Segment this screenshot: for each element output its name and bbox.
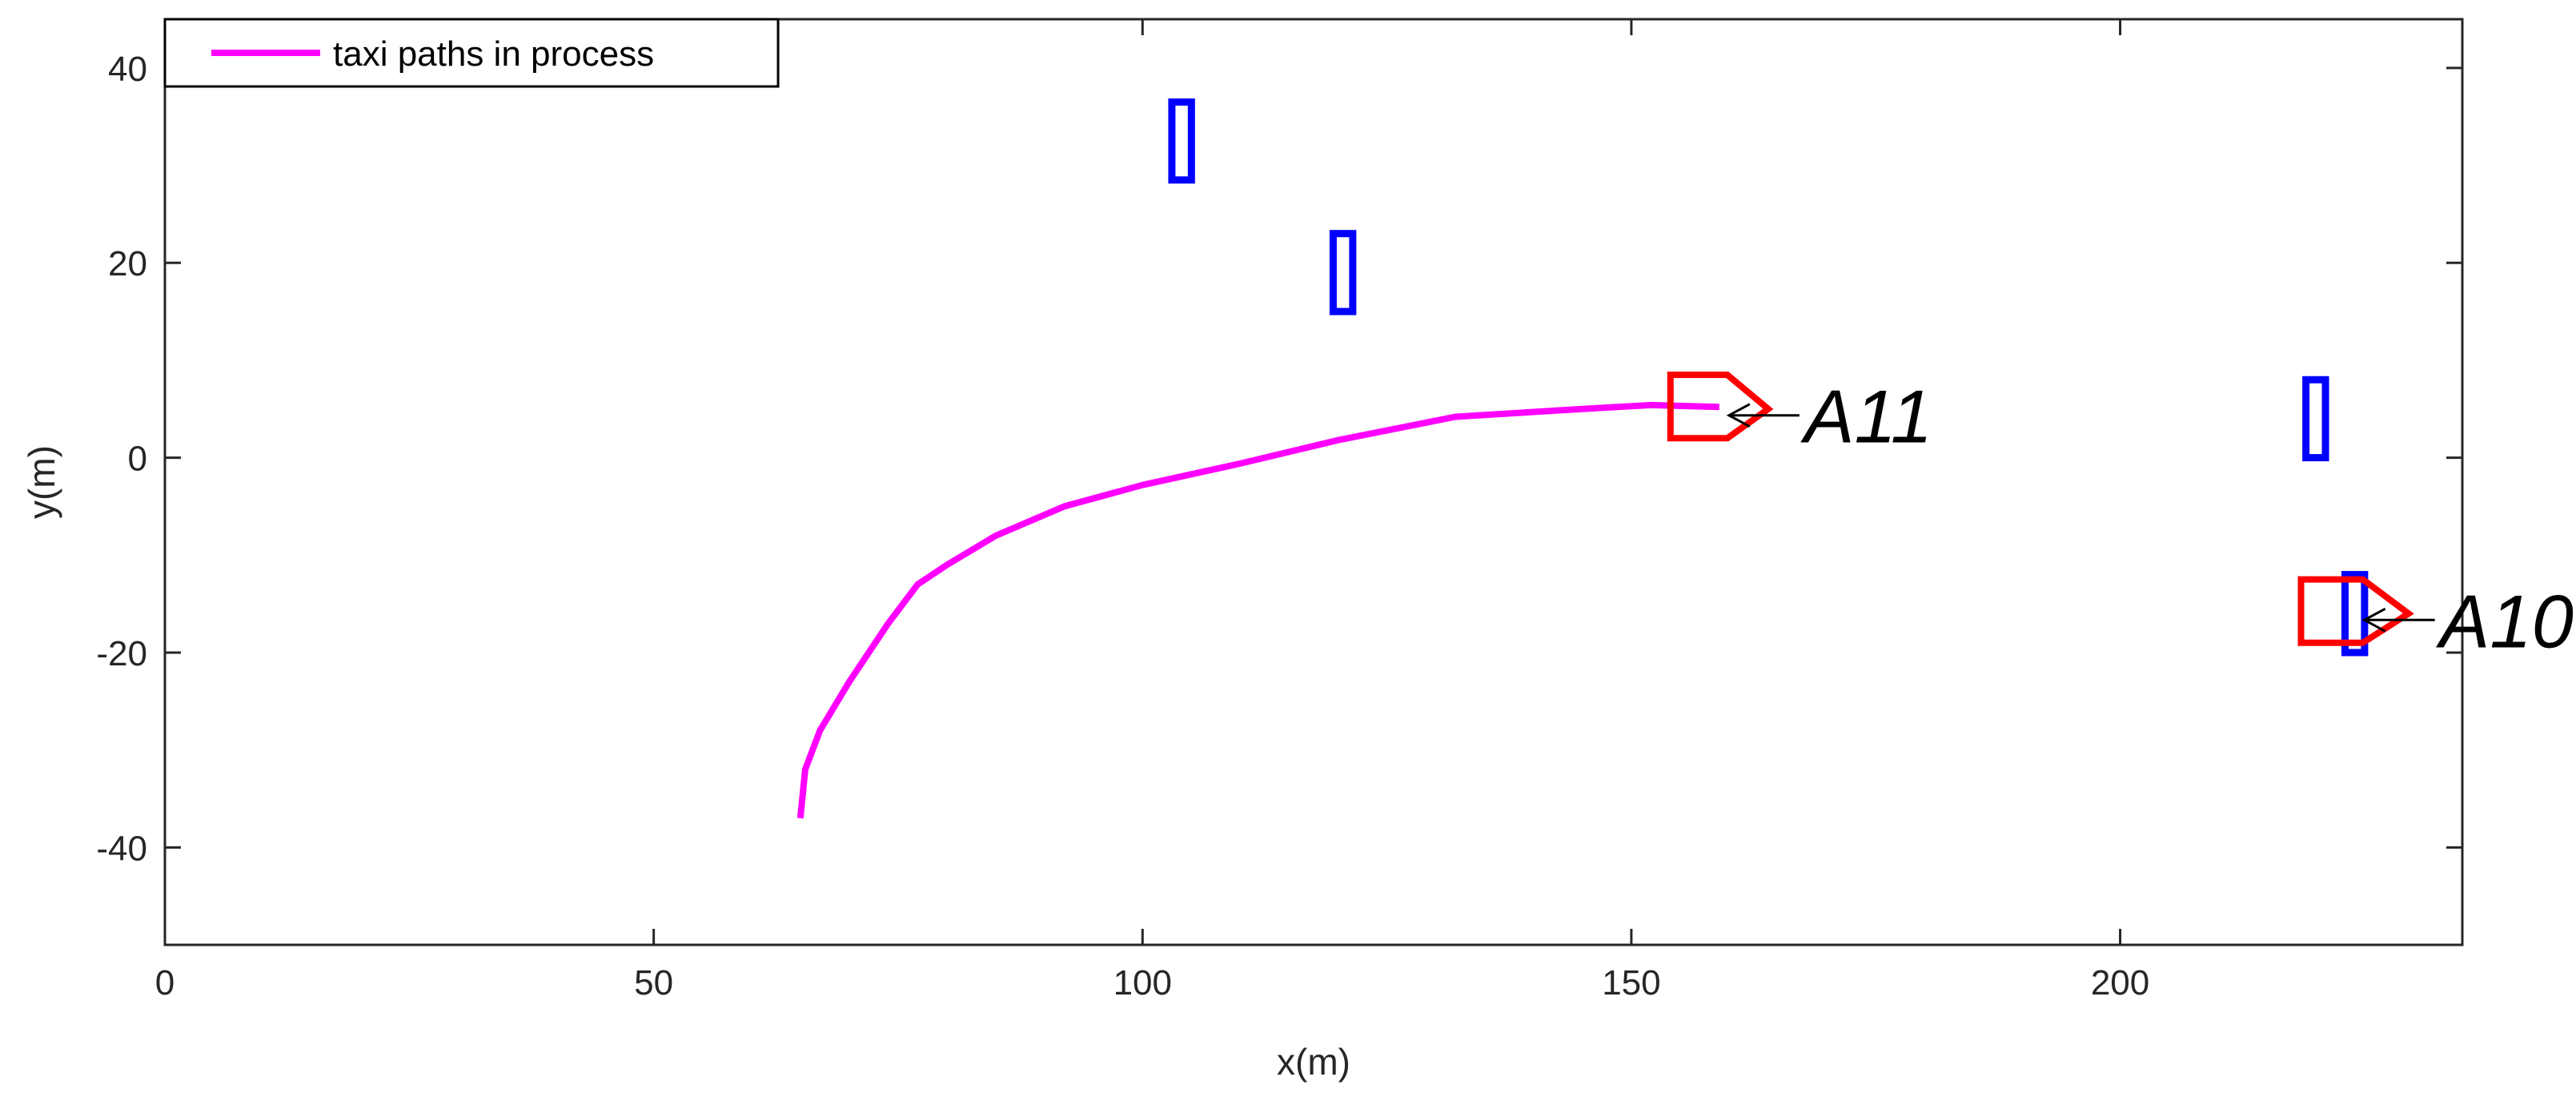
plot-area: A11 A10 [796,98,2574,819]
legend-label: taxi paths in process [333,34,654,74]
y-tick-label: -20 [96,634,147,673]
axes: 0 50 100 150 200 -40 -20 0 20 40 [96,18,2464,1003]
y-tick-label: 40 [108,50,147,89]
obstacle-rect-4 [2341,571,2369,657]
aircraft-a10 [2297,576,2414,646]
axes-box [163,18,2464,946]
x-axis-label: x(m) [1277,1041,1350,1083]
y-tick-label: 0 [128,440,147,479]
x-tick-label: 200 [2091,963,2149,1003]
series-line-1 [796,401,1719,819]
x-tick-label: 50 [634,963,673,1003]
obstacle-rect-3 [2302,376,2329,462]
x-tick-label: 150 [1602,963,1660,1003]
x-tick-label: 0 [155,963,175,1003]
legend: taxi paths in process [163,18,780,88]
x-tick-label: 100 [1113,963,1172,1003]
annotation-label: A11 [1800,375,1932,459]
annotation-arrow-head [1726,403,1751,428]
annotation-label: A10 [2436,579,2574,663]
y-axis-label: y(m) [21,445,62,519]
obstacle-rect-1 [1168,98,1195,184]
y-tick-label: 20 [108,244,147,283]
obstacle-rect-2 [1329,230,1357,315]
aircraft-a11 [1667,372,1774,442]
annotation-arrow-head [2361,607,2386,633]
y-tick-label: -40 [96,829,147,868]
